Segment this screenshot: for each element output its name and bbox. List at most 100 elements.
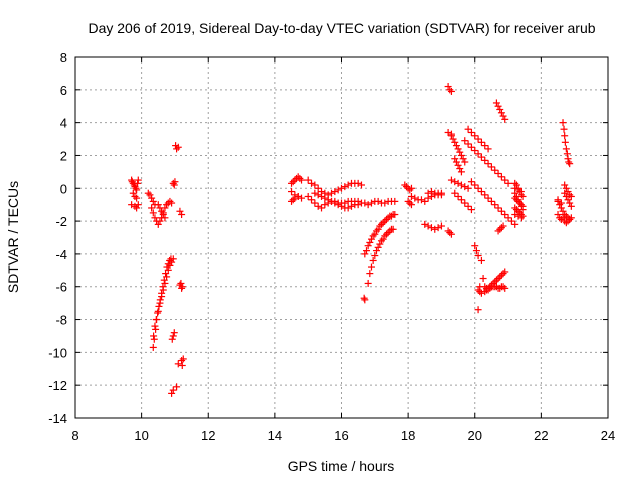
data-point	[474, 184, 482, 192]
data-point	[454, 192, 462, 200]
data-point	[156, 296, 164, 304]
data-point	[457, 196, 465, 204]
data-point	[338, 184, 345, 192]
data-point	[516, 199, 524, 207]
y-tick-label: -4	[55, 247, 67, 262]
data-point	[148, 194, 156, 202]
data-point	[156, 204, 164, 212]
x-tick-label: 20	[468, 428, 482, 443]
y-tick-label: -8	[55, 313, 67, 328]
data-point	[311, 189, 319, 197]
data-point	[328, 189, 336, 197]
data-point	[128, 201, 136, 209]
data-point	[379, 219, 387, 227]
data-point	[562, 145, 570, 153]
data-point	[382, 230, 390, 238]
data-point	[461, 199, 469, 207]
data-point	[437, 189, 445, 197]
data-point	[557, 199, 565, 207]
data-point	[376, 240, 384, 248]
data-point	[382, 215, 390, 223]
data-point	[467, 206, 475, 214]
y-tick-label: -10	[48, 345, 67, 360]
data-point	[444, 128, 452, 136]
data-point	[471, 147, 479, 155]
data-point	[447, 87, 455, 95]
data-point	[152, 316, 160, 324]
data-point	[471, 181, 479, 189]
data-point	[367, 263, 375, 271]
y-tick-label: -12	[48, 378, 67, 393]
data-point	[494, 102, 502, 110]
data-point	[364, 242, 372, 250]
data-point	[514, 186, 522, 194]
y-tick-label: 0	[60, 181, 67, 196]
data-point	[477, 138, 485, 146]
data-point	[167, 255, 175, 263]
data-point	[454, 179, 462, 187]
data-point	[144, 189, 152, 197]
data-point	[499, 222, 507, 230]
data-point	[324, 196, 332, 204]
data-point	[384, 214, 392, 222]
data-point	[386, 227, 394, 235]
data-point	[178, 361, 186, 369]
y-axis-label: SDTVAR / TECUs	[5, 181, 21, 293]
data-point	[567, 202, 575, 210]
data-point	[431, 225, 439, 233]
data-point	[169, 179, 177, 187]
data-points	[128, 83, 575, 397]
data-point	[561, 132, 569, 140]
data-point	[511, 220, 519, 228]
data-point	[173, 145, 181, 153]
data-point	[477, 188, 485, 196]
data-point	[562, 212, 570, 220]
data-point	[496, 106, 504, 114]
data-point	[133, 194, 141, 202]
data-point	[331, 197, 339, 205]
data-point	[371, 252, 379, 260]
data-point	[128, 176, 136, 184]
data-point	[421, 197, 429, 205]
y-tick-label: 4	[60, 116, 67, 131]
data-point	[308, 179, 316, 187]
data-point	[446, 229, 454, 237]
data-point	[361, 250, 369, 258]
data-point	[474, 286, 482, 294]
data-point	[384, 229, 392, 237]
data-point	[477, 289, 485, 297]
data-point	[444, 227, 452, 235]
data-point	[381, 217, 389, 225]
data-point	[151, 322, 159, 330]
data-point	[170, 181, 178, 189]
data-point	[511, 204, 519, 212]
data-point	[514, 212, 522, 220]
data-point	[178, 357, 186, 365]
y-tick-label: -14	[48, 411, 67, 426]
data-point	[457, 181, 465, 189]
data-point	[484, 194, 492, 202]
data-point	[151, 214, 159, 222]
data-point	[169, 332, 177, 340]
x-tick-label: 14	[268, 428, 282, 443]
data-point	[501, 115, 509, 123]
data-point	[501, 268, 509, 276]
data-point	[452, 142, 460, 150]
data-point	[164, 260, 172, 268]
data-point	[566, 160, 574, 168]
data-point	[314, 184, 322, 192]
data-point	[159, 211, 167, 219]
data-point	[566, 191, 574, 199]
data-point	[479, 275, 487, 283]
data-point	[298, 194, 306, 202]
data-point	[444, 83, 452, 91]
data-point	[133, 204, 141, 212]
data-point	[379, 235, 387, 243]
data-point	[474, 252, 482, 260]
data-point	[318, 204, 326, 212]
data-point	[166, 197, 174, 205]
data-point	[447, 230, 455, 238]
data-point	[391, 197, 399, 205]
data-point	[494, 275, 502, 283]
